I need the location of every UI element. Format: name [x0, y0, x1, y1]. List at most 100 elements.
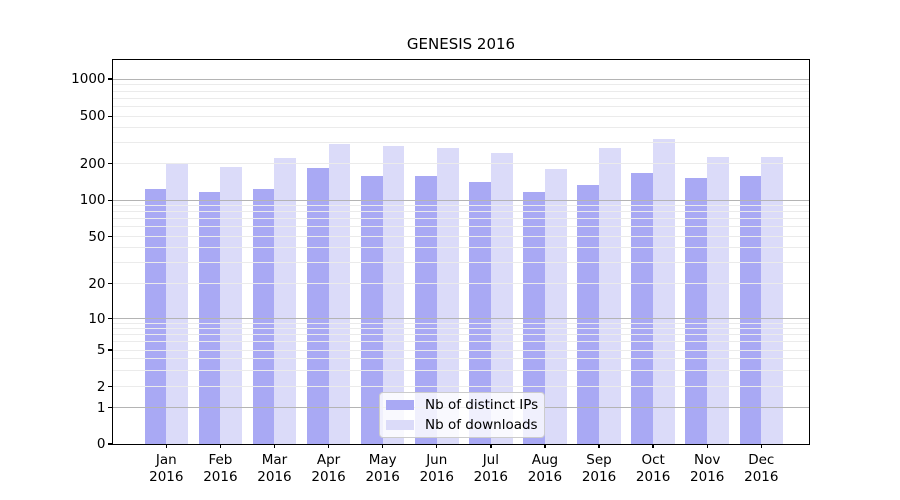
y-tick-label: 200 — [79, 155, 106, 172]
x-tick-label-year: 2016 — [149, 469, 184, 485]
x-tick-label-year: 2016 — [311, 469, 346, 485]
x-tick-mark — [706, 444, 708, 448]
y-tick-mark — [108, 235, 112, 238]
gridline-minor — [112, 322, 810, 324]
x-tick-label-month: Apr — [316, 452, 341, 468]
y-tick-mark — [108, 115, 112, 117]
gridline-minor — [112, 247, 810, 249]
bar-downloads-jun — [436, 147, 459, 444]
x-tick-label-year: 2016 — [419, 469, 454, 485]
bar-downloads-jan — [166, 163, 189, 444]
bar-downloads-aug — [544, 168, 567, 444]
bar-distinct-ips-mar — [252, 189, 275, 444]
gridline-minor — [112, 163, 810, 165]
x-tick-mark — [273, 444, 276, 448]
gridline-minor — [112, 115, 810, 117]
y-tick-label: 0 — [96, 436, 106, 452]
bar-downloads-dec — [761, 156, 784, 444]
gridline-minor — [112, 97, 810, 99]
x-tick-mark — [381, 444, 384, 448]
y-tick-label: 20 — [88, 275, 106, 292]
x-tick-label-month: Jun — [426, 452, 448, 468]
y-tick-mark — [108, 199, 112, 201]
y-tick-mark — [108, 349, 112, 351]
x-tick-label-month: Jul — [482, 452, 499, 468]
y-tick-mark — [108, 443, 112, 445]
legend-swatch-downloads — [386, 420, 414, 430]
gridline-minor — [112, 328, 810, 330]
legend-item-downloads: Nb of downloads — [386, 417, 538, 433]
x-tick-label-year: 2016 — [635, 469, 671, 485]
y-tick-label: 50 — [88, 228, 106, 245]
gridline-major — [112, 199, 810, 201]
x-tick-mark — [652, 444, 654, 448]
legend: Nb of distinct IPs Nb of downloads — [379, 392, 545, 438]
y-tick-label: 10 — [88, 310, 106, 327]
bar-downloads-mar — [274, 158, 297, 444]
gridline-minor — [112, 349, 810, 351]
bar-downloads-jul — [490, 152, 513, 444]
bar-distinct-ips-apr — [306, 168, 329, 444]
x-tick-label-year: 2016 — [527, 469, 563, 485]
gridline-minor — [112, 127, 810, 129]
x-tick-label-month: Feb — [208, 452, 233, 468]
x-tick-label-month: Jan — [155, 452, 177, 468]
x-tick-label-month: May — [368, 452, 397, 468]
x-tick-label-month: Sep — [586, 452, 612, 468]
gridline-minor — [112, 236, 810, 237]
x-tick-label-year: 2016 — [690, 469, 725, 485]
x-tick-mark — [219, 444, 222, 448]
legend-label-distinct-ips: Nb of distinct IPs — [425, 397, 539, 413]
x-tick-label-year: 2016 — [473, 469, 509, 485]
y-tick-mark — [108, 163, 112, 165]
gridline-minor — [112, 90, 810, 92]
bar-distinct-ips-may — [360, 176, 383, 444]
bar-distinct-ips-aug — [523, 191, 545, 444]
gridline-minor — [112, 142, 810, 144]
bar-distinct-ips-dec — [739, 175, 762, 444]
x-tick-label-month: Dec — [748, 452, 775, 468]
gridline-major — [112, 78, 810, 80]
legend-item-distinct-ips: Nb of distinct IPs — [386, 397, 539, 413]
bar-distinct-ips-jun — [414, 176, 437, 444]
legend-label-downloads: Nb of downloads — [425, 417, 538, 433]
y-tick-mark — [108, 386, 112, 388]
y-tick-label: 5 — [96, 342, 106, 358]
gridline-minor — [112, 211, 810, 213]
x-tick-label-year: 2016 — [365, 469, 400, 485]
y-tick-label: 1 — [96, 399, 106, 416]
gridline-minor — [112, 105, 810, 107]
x-tick-label-month: Mar — [261, 452, 288, 468]
x-tick-mark — [598, 444, 600, 448]
bar-distinct-ips-sep — [577, 184, 600, 444]
gridline-minor — [112, 262, 810, 264]
y-tick-mark — [108, 407, 112, 409]
gridline-minor — [112, 334, 810, 336]
x-tick-label-month: Oct — [641, 452, 665, 468]
y-tick-mark — [108, 78, 112, 80]
x-tick-mark — [165, 444, 167, 448]
y-tick-mark — [108, 317, 112, 320]
bar-distinct-ips-oct — [631, 172, 654, 444]
gridline-minor — [112, 369, 810, 371]
x-tick-mark — [544, 444, 546, 448]
y-tick-label: 100 — [79, 192, 106, 209]
y-tick-label: 500 — [79, 108, 106, 125]
x-tick-mark — [327, 444, 330, 448]
x-tick-mark — [490, 444, 492, 448]
x-tick-mark — [436, 444, 438, 448]
bar-downloads-oct — [653, 139, 675, 444]
x-tick-label-year: 2016 — [744, 469, 779, 485]
y-tick-label: 2 — [96, 378, 106, 395]
gridline-minor — [112, 226, 810, 228]
y-tick-label: 1000 — [71, 71, 106, 87]
gridline-minor — [112, 205, 810, 207]
x-tick-label-month: Nov — [694, 452, 721, 468]
gridline-minor — [112, 218, 810, 220]
bar-distinct-ips-jan — [144, 188, 167, 444]
gridline-minor — [112, 358, 810, 360]
bar-distinct-ips-nov — [685, 178, 708, 444]
